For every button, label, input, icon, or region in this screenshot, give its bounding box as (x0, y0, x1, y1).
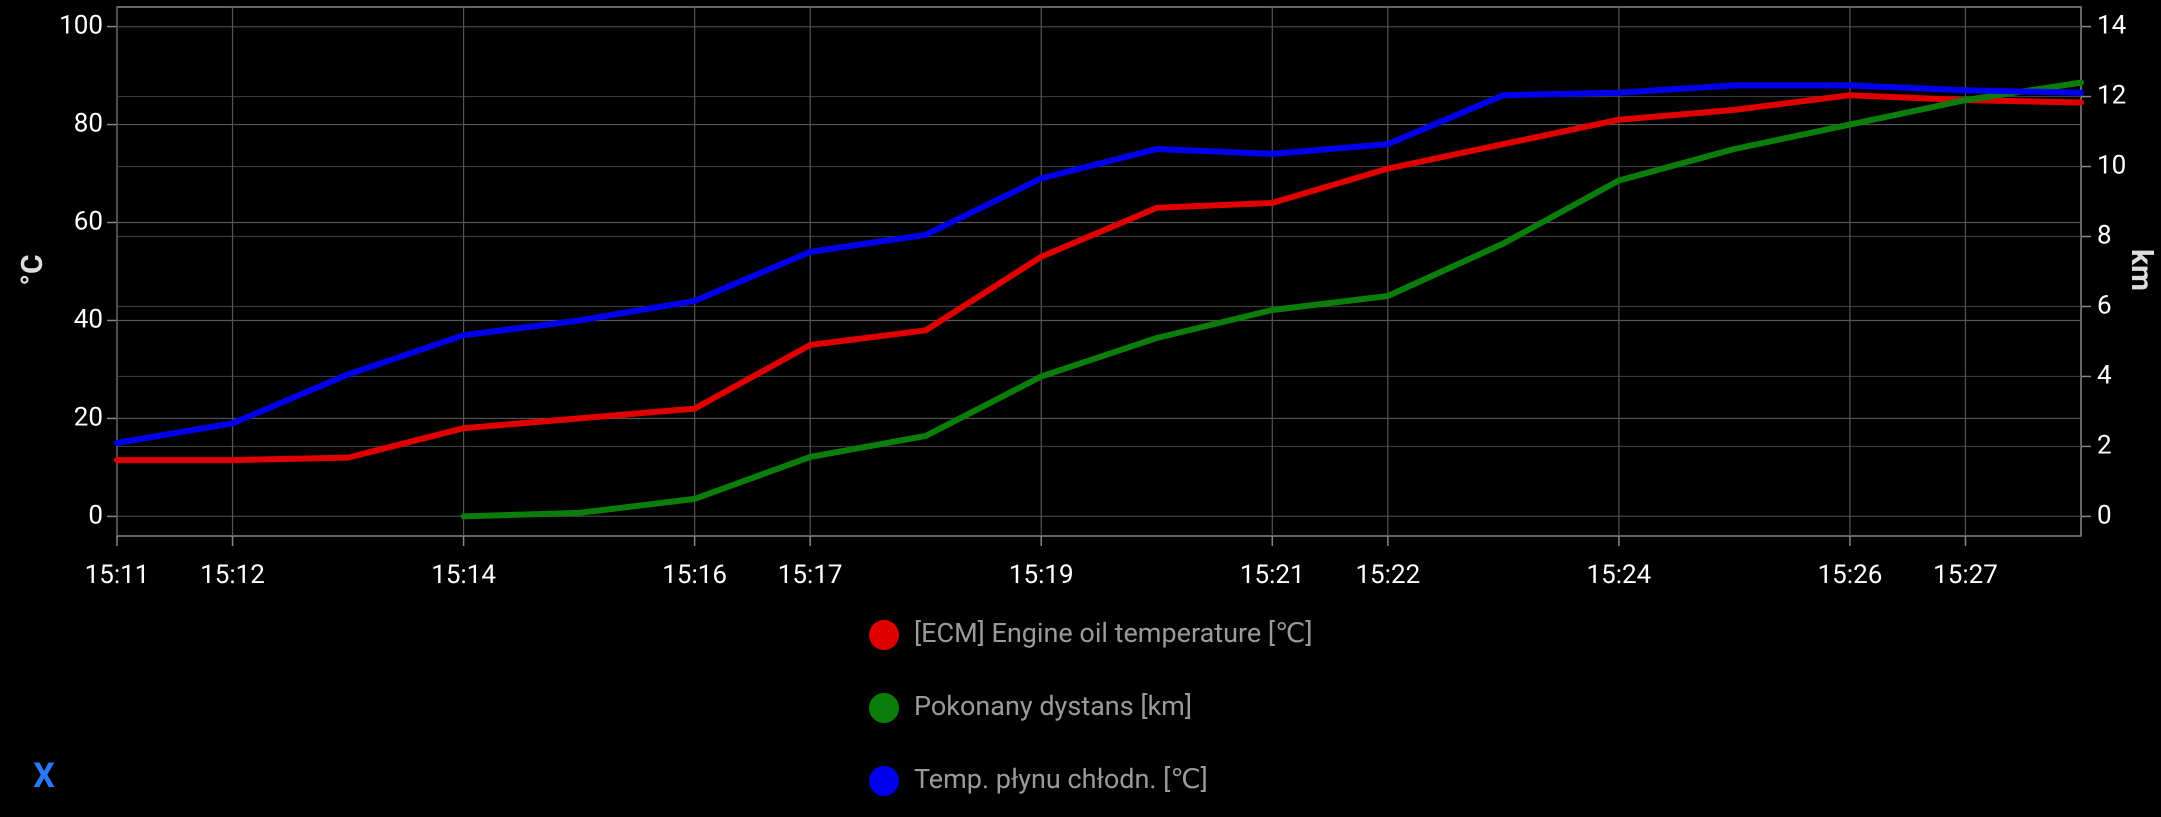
x-tick-label: 15:19 (1009, 560, 1074, 590)
data-line (460, 79, 2084, 520)
y2-tick-label: 14 (2097, 10, 2127, 40)
x-tick-label: 15:16 (662, 560, 727, 590)
x-tick-label: 15:21 (1240, 560, 1305, 590)
x-tick-label: 15:14 (431, 560, 496, 590)
x-tick-label: 15:27 (1933, 560, 1998, 590)
y-tick-label: 0 (88, 500, 103, 530)
legend-label: [ECM] Engine oil temperature [℃] (914, 617, 1313, 649)
y-axis-title: °C (15, 254, 50, 285)
y-tick-label: 60 (74, 206, 103, 236)
y2-tick-label: 6 (2097, 290, 2112, 320)
y-tick-label: 100 (59, 10, 103, 40)
y2-tick-label: 4 (2097, 360, 2112, 390)
x-tick-label: 15:26 (1818, 560, 1883, 590)
legend-swatch (869, 620, 899, 650)
legend-label: Temp. płynu chłodn. [℃] (914, 763, 1208, 795)
y2-axis-title: km (2124, 249, 2159, 291)
legend-swatch (869, 693, 899, 723)
legend-label: Pokonany dystans [km] (914, 690, 1192, 722)
x-tick-label: 15:22 (1355, 560, 1420, 590)
y2-tick-label: 12 (2097, 80, 2126, 110)
x-tick-label: 15:11 (85, 560, 150, 590)
x-tick-label: 15:24 (1587, 560, 1652, 590)
y-tick-label: 80 (74, 108, 103, 138)
y2-tick-label: 10 (2097, 150, 2126, 180)
y-tick-label: 20 (74, 402, 103, 432)
data-line (114, 82, 2084, 446)
x-tick-label: 15:17 (778, 560, 843, 590)
close-button[interactable]: X (33, 756, 55, 796)
y2-tick-label: 2 (2097, 430, 2112, 460)
x-tick-label: 15:12 (200, 560, 265, 590)
y2-tick-label: 0 (2097, 500, 2112, 530)
y2-tick-label: 8 (2097, 220, 2112, 250)
legend-swatch (869, 766, 899, 796)
data-line (114, 92, 2084, 464)
y-tick-label: 40 (74, 304, 103, 334)
